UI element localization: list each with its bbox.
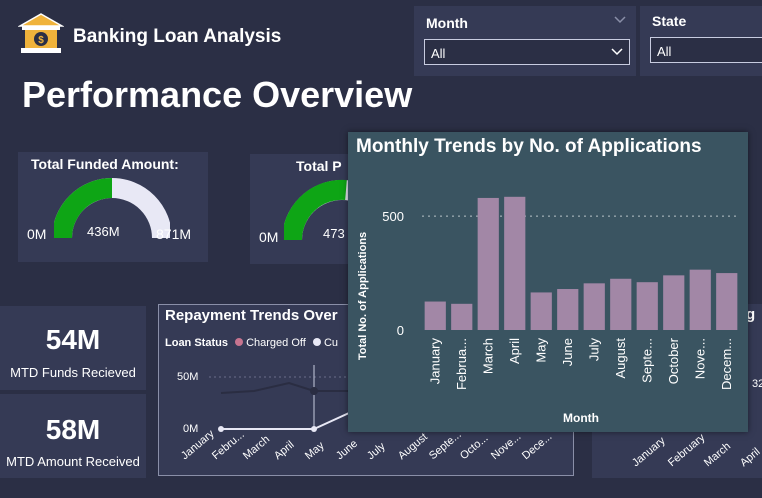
x-tick-label: Februa... xyxy=(454,338,469,390)
kpi-second-card: Total P 0M 473 xyxy=(250,154,400,264)
chevron-down-icon[interactable] xyxy=(614,16,626,24)
second-gauge-value: 473 xyxy=(323,226,345,241)
month-slicer-label: Month xyxy=(426,15,468,31)
repayment-y-tick: 0M xyxy=(183,423,199,435)
bar xyxy=(451,303,473,330)
month-dropdown[interactable]: All xyxy=(424,39,630,65)
legend-dot-charged-off-icon xyxy=(235,338,244,346)
x-axis-label: Month xyxy=(563,411,599,425)
bar xyxy=(689,269,711,330)
x-tick-label: June xyxy=(560,338,575,366)
legend-dot-current-icon xyxy=(312,338,321,346)
kpi-funded-title: Total Funded Amount: xyxy=(31,156,179,172)
bar xyxy=(530,292,552,330)
kpi-second-title: Total P xyxy=(296,158,342,174)
right-partial-x-label: March xyxy=(702,440,734,470)
month-slicer: Month All xyxy=(414,6,636,76)
bar xyxy=(716,273,738,330)
y-tick-label: 0 xyxy=(397,323,404,338)
funded-gauge-max: 871M xyxy=(156,226,192,242)
right-partial-x-label: February xyxy=(666,431,708,470)
mtd-amount-caption: MTD Amount Received xyxy=(6,454,140,469)
right-partial-value: 32 xyxy=(752,378,762,390)
mtd-funds-caption: MTD Funds Recieved xyxy=(10,365,136,380)
bank-logo-icon: $ xyxy=(18,13,64,53)
state-dropdown[interactable]: All xyxy=(650,37,762,63)
repayment-legend-item: Charged Off xyxy=(246,337,306,349)
state-slicer: State All xyxy=(640,6,762,76)
bar xyxy=(610,278,632,330)
chevron-down-icon xyxy=(611,48,623,56)
funded-gauge-value: 436M xyxy=(87,224,120,239)
monthly-trends-popup[interactable]: Monthly Trends by No. of Applications 0 5… xyxy=(348,132,748,432)
right-partial-x-label: January xyxy=(630,434,668,470)
right-partial-title: g xyxy=(746,306,756,323)
repayment-legend: Loan Status Charged Off Cu xyxy=(165,337,338,349)
mtd-amount-value: 58M xyxy=(45,414,101,445)
x-tick-label: January xyxy=(427,338,442,385)
x-tick-label: March xyxy=(480,338,495,374)
x-tick-label: Nove... xyxy=(692,338,707,379)
y-tick-label: 500 xyxy=(382,209,404,224)
mtd-amount-card: 58M MTD Amount Received xyxy=(0,394,146,478)
x-tick-label: July xyxy=(586,338,601,362)
right-partial-x-label: April xyxy=(738,445,762,470)
page-title: Performance Overview xyxy=(22,74,413,115)
repayment-trends-title: Repayment Trends Over xyxy=(165,307,338,324)
x-tick-label: May xyxy=(533,338,548,363)
bar xyxy=(583,283,605,330)
x-tick-label: Decem... xyxy=(719,338,734,390)
state-slicer-label: State xyxy=(652,13,687,29)
y-axis-label: Total No. of Applications xyxy=(357,232,369,360)
funded-gauge-min: 0M xyxy=(27,226,47,242)
kpi-funded-card: Total Funded Amount: 0M 436M 871M xyxy=(18,152,208,262)
repayment-legend-item: Cu xyxy=(323,337,338,349)
bar xyxy=(477,197,499,330)
mtd-funds-value: 54M xyxy=(45,324,101,355)
monthly-trends-title: Monthly Trends by No. of Applications xyxy=(356,136,702,157)
bar xyxy=(663,275,685,330)
second-gauge-min: 0M xyxy=(259,229,279,245)
state-dropdown-value: All xyxy=(657,44,672,59)
x-tick-label: October xyxy=(666,337,681,384)
bar xyxy=(636,282,658,330)
x-tick-label: Septe... xyxy=(639,338,654,383)
repayment-legend-title: Loan Status xyxy=(165,337,228,349)
bar xyxy=(504,196,526,330)
svg-text:$: $ xyxy=(38,35,44,46)
funded-gauge xyxy=(54,178,170,239)
mtd-funds-card: 54M MTD Funds Recieved xyxy=(0,306,146,390)
bar xyxy=(424,301,446,330)
month-dropdown-value: All xyxy=(431,46,446,61)
app-title: Banking Loan Analysis xyxy=(73,26,282,47)
x-tick-label: August xyxy=(613,338,628,379)
bar xyxy=(557,289,579,330)
repayment-y-tick: 50M xyxy=(177,371,199,383)
monthly-trends-chart: 0 500 Total No. of Applications January Febr… xyxy=(357,196,740,425)
x-tick-label: April xyxy=(507,338,522,364)
